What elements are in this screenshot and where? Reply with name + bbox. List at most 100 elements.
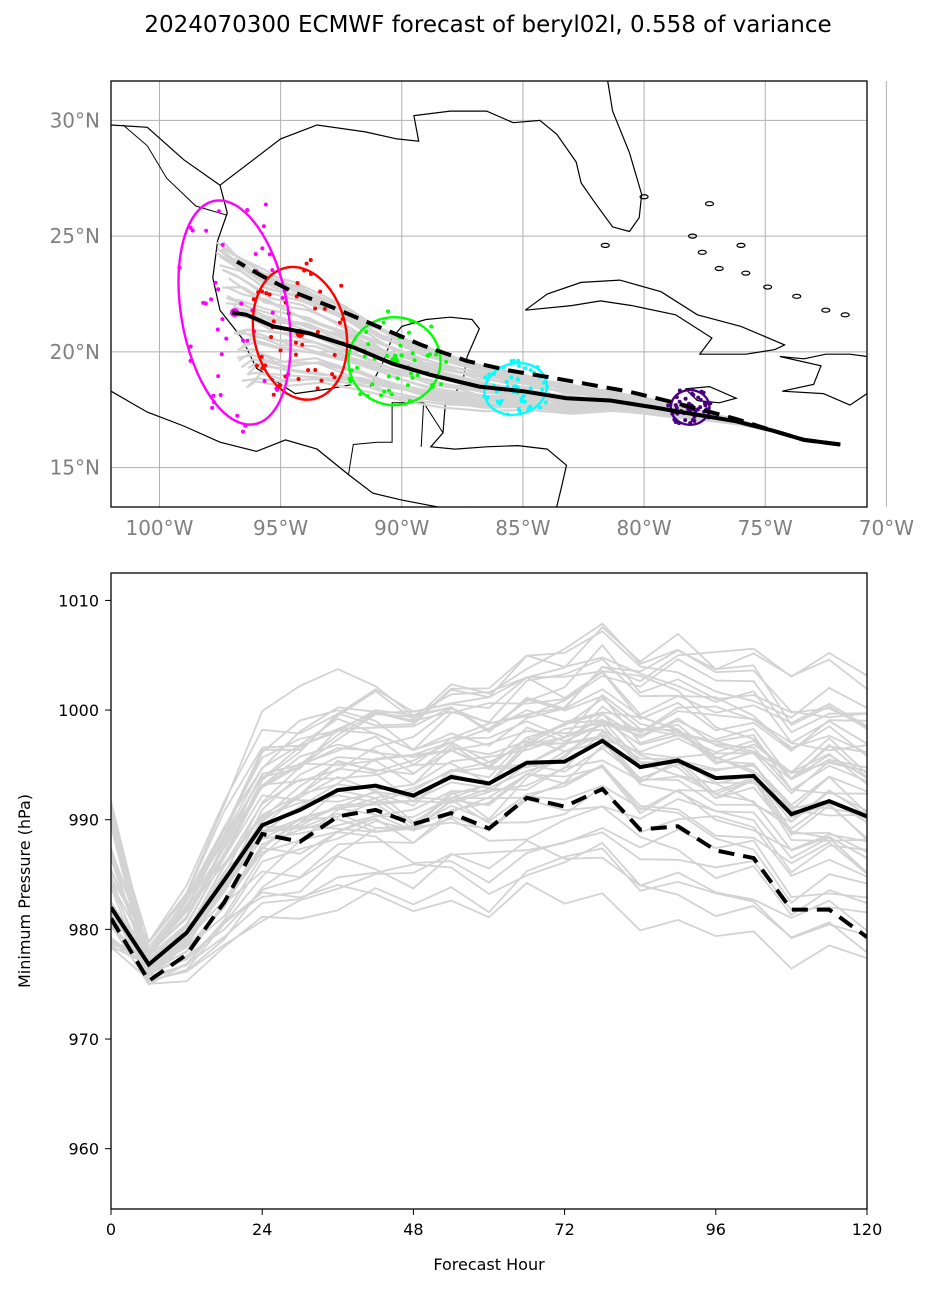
pressure-x-tick-label: 0: [106, 1220, 116, 1239]
coastline: [111, 124, 568, 507]
ensemble-position-dot: [262, 379, 267, 384]
pressure-frame: [110, 572, 868, 1210]
ensemble-position-dot: [528, 404, 533, 409]
ensemble-position-dot: [379, 393, 384, 398]
map-x-tick-label: 95°W: [253, 516, 308, 540]
ensemble-position-dot: [410, 351, 415, 356]
pressure-y-tick-label: 980: [68, 920, 99, 939]
pressure-y-tick-label: 970: [68, 1030, 99, 1049]
ensemble-position-dot: [218, 392, 223, 397]
ensemble-position-dot: [515, 377, 520, 382]
coastline: [684, 385, 739, 404]
map-x-tick-label: 70°W: [859, 516, 914, 540]
pressure-ensemble-line: [111, 766, 867, 982]
pressure-x-tick-label: 96: [706, 1220, 726, 1239]
ensemble-position-dot: [269, 334, 274, 339]
pressure-x-tick-label: 24: [252, 1220, 272, 1239]
ensemble-position-dot: [270, 268, 275, 273]
uncertainty-ellipse: [483, 361, 548, 417]
ensemble-position-dot: [188, 344, 193, 349]
island: [714, 265, 724, 272]
ensemble-position-dot: [381, 320, 386, 325]
border-line: [423, 402, 444, 434]
ensemble-position-dot: [245, 338, 250, 343]
coastline: [524, 279, 787, 355]
ensemble-position-dot: [499, 398, 504, 403]
ensemble-position-dot: [213, 280, 218, 285]
ensemble-position-dot: [216, 287, 221, 292]
island: [792, 293, 802, 299]
coastline: [219, 81, 643, 233]
ensemble-position-dot: [349, 368, 354, 373]
ensemble-position-dot: [318, 289, 323, 294]
ensemble-position-dot: [382, 389, 387, 394]
ensemble-position-dot: [683, 418, 688, 423]
island: [639, 194, 649, 200]
ensemble-position-dot: [190, 228, 195, 233]
island: [821, 307, 831, 313]
island: [741, 270, 751, 276]
ensemble-position-dot: [319, 378, 324, 383]
map-frame: [110, 80, 868, 508]
ensemble-track: [215, 251, 841, 446]
pressure-tick-labels: 0 24 48 72 96 120 960 970 980 990 1000 1010: [58, 591, 882, 1239]
ensemble-position-dot: [674, 405, 679, 410]
ensemble-position-dot: [215, 327, 220, 332]
island: [736, 242, 746, 248]
ensemble-position-dot: [304, 261, 309, 266]
pressure-y-tick-label: 990: [68, 811, 99, 830]
ensemble-position-dot: [270, 310, 275, 315]
pressure-ensemble-line: [111, 670, 867, 958]
map-y-tick-label: 15°N: [50, 456, 100, 480]
island: [600, 242, 610, 248]
pressure-ensemble-line: [111, 622, 867, 954]
map-gridlines: [111, 81, 887, 507]
ensemble-position-dot: [315, 386, 320, 391]
uncertainty-ellipse: [251, 265, 349, 401]
ensemble-position-dot: [523, 366, 528, 371]
ensemble-track: [224, 255, 841, 446]
pressure-y-axis-label: Minimum Pressure (hPa): [15, 794, 34, 988]
ensemble-position-dot: [362, 354, 367, 359]
ensemble-position-dot: [313, 367, 318, 372]
ensemble-position-dot: [239, 301, 244, 306]
ensemble-position-dot: [385, 353, 390, 358]
ensemble-position-dot: [519, 396, 524, 401]
pressure-y-tick-label: 1010: [58, 591, 99, 610]
pressure-y-tick-label: 1000: [58, 701, 99, 720]
ensemble-position-dot: [216, 374, 221, 379]
border-line: [122, 124, 228, 216]
ensemble-position-dot: [364, 330, 369, 335]
ensemble-position-dot: [683, 396, 688, 401]
ensemble-position-dot: [509, 375, 514, 380]
pressure-x-tick-label: 48: [403, 1220, 423, 1239]
pressure-ensemble-line: [111, 721, 867, 983]
ensemble-position-dot: [322, 306, 327, 311]
ensemble-position-dot: [410, 375, 415, 380]
ensemble-position-dot: [280, 296, 285, 301]
uncertainty-ellipse: [669, 388, 711, 427]
map-x-tick-label: 100°W: [125, 516, 193, 540]
ensemble-position-dot: [444, 359, 449, 364]
ensemble-position-dot: [313, 306, 318, 311]
pressure-ensemble-line: [111, 693, 867, 958]
ensemble-position-dot: [260, 289, 265, 294]
ensemble-position-dot: [528, 368, 533, 373]
pressure-x-axis-label: Forecast Hour: [433, 1255, 545, 1274]
pressure-mean-line: [111, 738, 867, 968]
coastlines: [111, 81, 867, 507]
ensemble-position-dot: [405, 383, 410, 388]
ensemble-position-dot: [522, 399, 527, 404]
mean-tracks: [231, 259, 841, 447]
map-x-tick-label: 85°W: [495, 516, 550, 540]
ensemble-position-dot: [261, 224, 266, 229]
ensemble-position-dot: [498, 401, 503, 406]
ensemble-position-dot: [692, 419, 697, 424]
ensemble-position-dot: [219, 352, 224, 357]
ensemble-position-dot: [386, 309, 391, 314]
island: [697, 249, 707, 255]
ensemble-position-dot: [386, 374, 391, 379]
pressure-ensemble-line: [111, 712, 867, 955]
pressure-ensemble-line: [111, 705, 867, 967]
ensemble-position-dot: [366, 342, 371, 347]
